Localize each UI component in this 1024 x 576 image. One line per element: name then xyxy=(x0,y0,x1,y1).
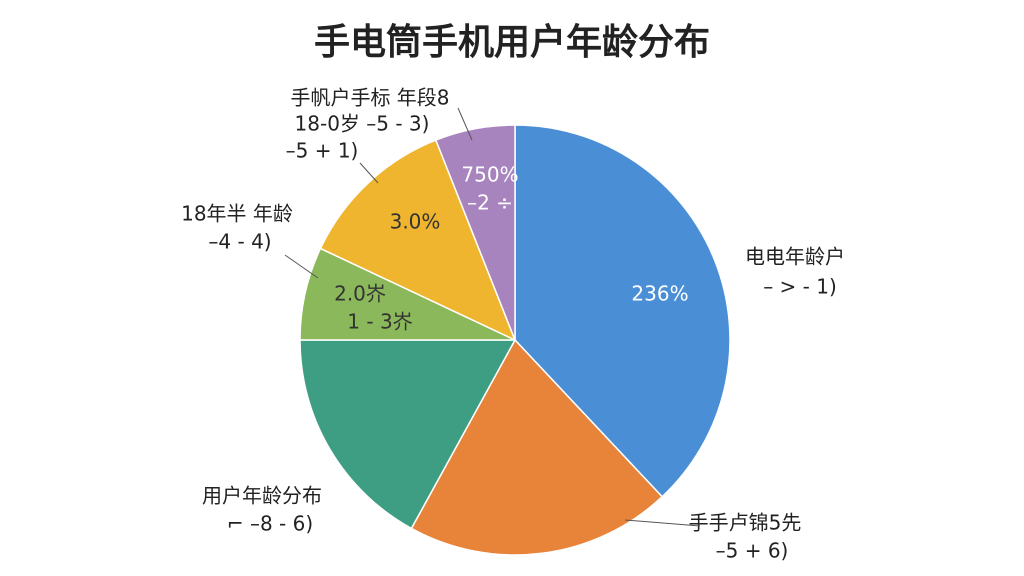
pie-slice xyxy=(434,124,516,341)
slice-note: –5 + 1) xyxy=(286,139,359,163)
inner-label: 1 - 3岕 xyxy=(347,310,412,334)
inner-label: 3.0% xyxy=(390,210,441,234)
leader-line xyxy=(359,162,379,184)
slice-note: –5 + 6) xyxy=(716,539,789,563)
leader-line xyxy=(624,519,701,527)
inner-label: 2.0岕 xyxy=(334,282,386,306)
leader-line xyxy=(457,107,473,141)
inner-label: 236% xyxy=(631,282,688,306)
leader-line xyxy=(284,254,319,279)
chart-title: 手电筒手机用户年龄分布 xyxy=(314,22,710,63)
slice-label: 18年半 年龄 xyxy=(181,202,293,226)
slice-label: 手帆户手标 年段8 xyxy=(290,86,449,110)
pie-slice xyxy=(410,338,664,556)
pie-slice xyxy=(299,339,517,530)
slice-label: 18-0岁 –5 - 3) xyxy=(295,112,430,136)
pie-slice xyxy=(319,139,517,342)
slice-note: –4 - 4) xyxy=(208,230,271,254)
slice-note: ⌐ –8 - 6) xyxy=(227,512,313,536)
slice-label: 手手卢锦5先 xyxy=(689,511,802,535)
pie-slice xyxy=(514,124,731,498)
inner-label: –2 ÷ xyxy=(467,191,513,215)
slice-label: 用户年龄分布 xyxy=(202,484,322,508)
slice-note: – > - 1) xyxy=(763,275,837,299)
inner-label: 750% xyxy=(461,163,518,187)
slice-label: 电电年龄户 xyxy=(745,245,845,269)
